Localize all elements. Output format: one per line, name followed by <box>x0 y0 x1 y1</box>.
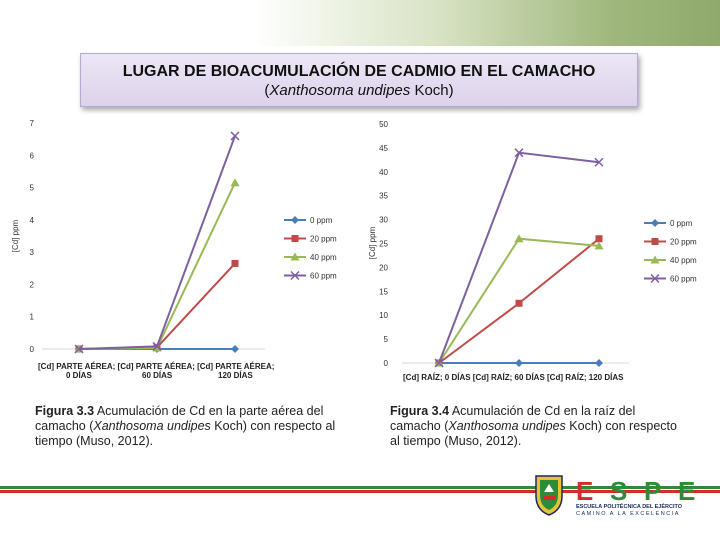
legend-label: 20 ppm <box>670 238 697 247</box>
data-point <box>650 273 660 284</box>
data-point <box>231 345 239 353</box>
legend-label: 20 ppm <box>310 235 337 244</box>
data-point <box>515 299 523 307</box>
y-axis-title: [Cd] ppm <box>368 226 377 259</box>
header-band <box>0 0 720 46</box>
data-point <box>595 359 603 367</box>
data-point <box>291 235 299 242</box>
caption-figure-3-4: Figura 3.4 Acumulación de Cd en la raíz … <box>390 404 677 448</box>
data-point <box>290 270 300 281</box>
y-tick-label: 40 <box>379 168 388 177</box>
y-tick-label: 30 <box>379 216 388 225</box>
y-tick-label: 20 <box>379 263 388 272</box>
data-point <box>651 219 659 227</box>
legend-label: 40 ppm <box>310 253 337 262</box>
logo-letter: E <box>576 476 593 506</box>
title-line-2: (Xanthosoma undipes Koch) <box>264 82 454 99</box>
series-line <box>78 135 236 350</box>
y-tick-label: 35 <box>379 192 388 201</box>
y-tick-label: 7 <box>30 119 35 128</box>
y-tick-label: 25 <box>379 240 388 249</box>
data-point <box>434 358 444 368</box>
legend-label: 60 ppm <box>310 272 337 281</box>
y-tick-label: 10 <box>379 311 388 320</box>
red-stripe <box>0 490 720 493</box>
series-line <box>78 262 236 350</box>
legend-label: 0 ppm <box>310 216 333 225</box>
data-point <box>290 252 300 261</box>
data-point <box>514 148 524 158</box>
data-point <box>650 255 660 264</box>
y-tick-label: 50 <box>379 120 388 129</box>
data-point <box>230 131 240 141</box>
y-tick-label: 1 <box>30 313 35 322</box>
data-point <box>595 235 603 243</box>
caption-label: Figura 3.3 <box>35 404 95 418</box>
x-category-label: 60 DÍAS <box>142 371 173 380</box>
y-tick-label: 5 <box>30 184 35 193</box>
logo-motto: CAMINO A LA EXCELENCIA <box>576 511 680 517</box>
data-point <box>230 178 240 187</box>
logo-letter: S <box>610 476 627 506</box>
x-category-label: 120 DÍAS <box>218 371 253 380</box>
title-line-1: LUGAR DE BIOACUMULACIÓN DE CADMIO EN EL … <box>122 63 596 80</box>
crest-icon <box>535 475 563 516</box>
x-category-label: 0 DÍAS <box>66 371 92 380</box>
y-axis-title: [Cd] ppm <box>11 219 20 252</box>
data-point <box>291 216 299 224</box>
slide-title: LUGAR DE BIOACUMULACIÓN DE CADMIO EN EL … <box>80 53 638 107</box>
y-tick-label: 0 <box>30 345 35 354</box>
y-tick-label: 15 <box>379 287 388 296</box>
y-tick-label: 4 <box>30 216 35 225</box>
data-point <box>152 341 162 351</box>
y-tick-label: 45 <box>379 144 388 153</box>
data-point <box>594 157 604 167</box>
legend-label: 40 ppm <box>670 256 697 265</box>
legend-label: 0 ppm <box>670 219 693 228</box>
y-tick-label: 6 <box>30 151 35 160</box>
data-point <box>651 238 659 245</box>
green-stripe <box>0 486 720 489</box>
logo-subtitle: ESCUELA POLITÉCNICA DEL EJÉRCITO <box>576 502 683 510</box>
data-point <box>74 344 84 354</box>
data-point <box>515 359 523 367</box>
x-category-label: [Cd] RAÍZ; 0 DÍAS [Cd] RAÍZ; 60 DÍAS [Cd… <box>403 373 624 382</box>
y-tick-label: 2 <box>30 280 35 289</box>
y-tick-label: 5 <box>384 335 389 344</box>
series-line <box>78 182 236 350</box>
caption-figure-3-3: Figura 3.3 Acumulación de Cd en la parte… <box>35 404 336 448</box>
caption-label: Figura 3.4 <box>390 404 450 418</box>
x-category-label: [Cd] PARTE AÉREA; [Cd] PARTE AÉREA; [Cd]… <box>38 362 274 371</box>
y-tick-label: 0 <box>384 359 389 368</box>
data-point <box>231 259 239 267</box>
y-tick-label: 3 <box>30 248 35 257</box>
logo-letter: E <box>678 476 695 506</box>
logo-letter: P <box>644 476 661 506</box>
espe-logo: E S P E ESCUELA POLITÉCNICA DEL EJÉRCITO… <box>528 470 708 520</box>
data-point <box>514 234 524 243</box>
species-name: Xanthosoma undipes <box>269 82 411 99</box>
legend-label: 60 ppm <box>670 275 697 284</box>
data-point <box>594 241 604 250</box>
